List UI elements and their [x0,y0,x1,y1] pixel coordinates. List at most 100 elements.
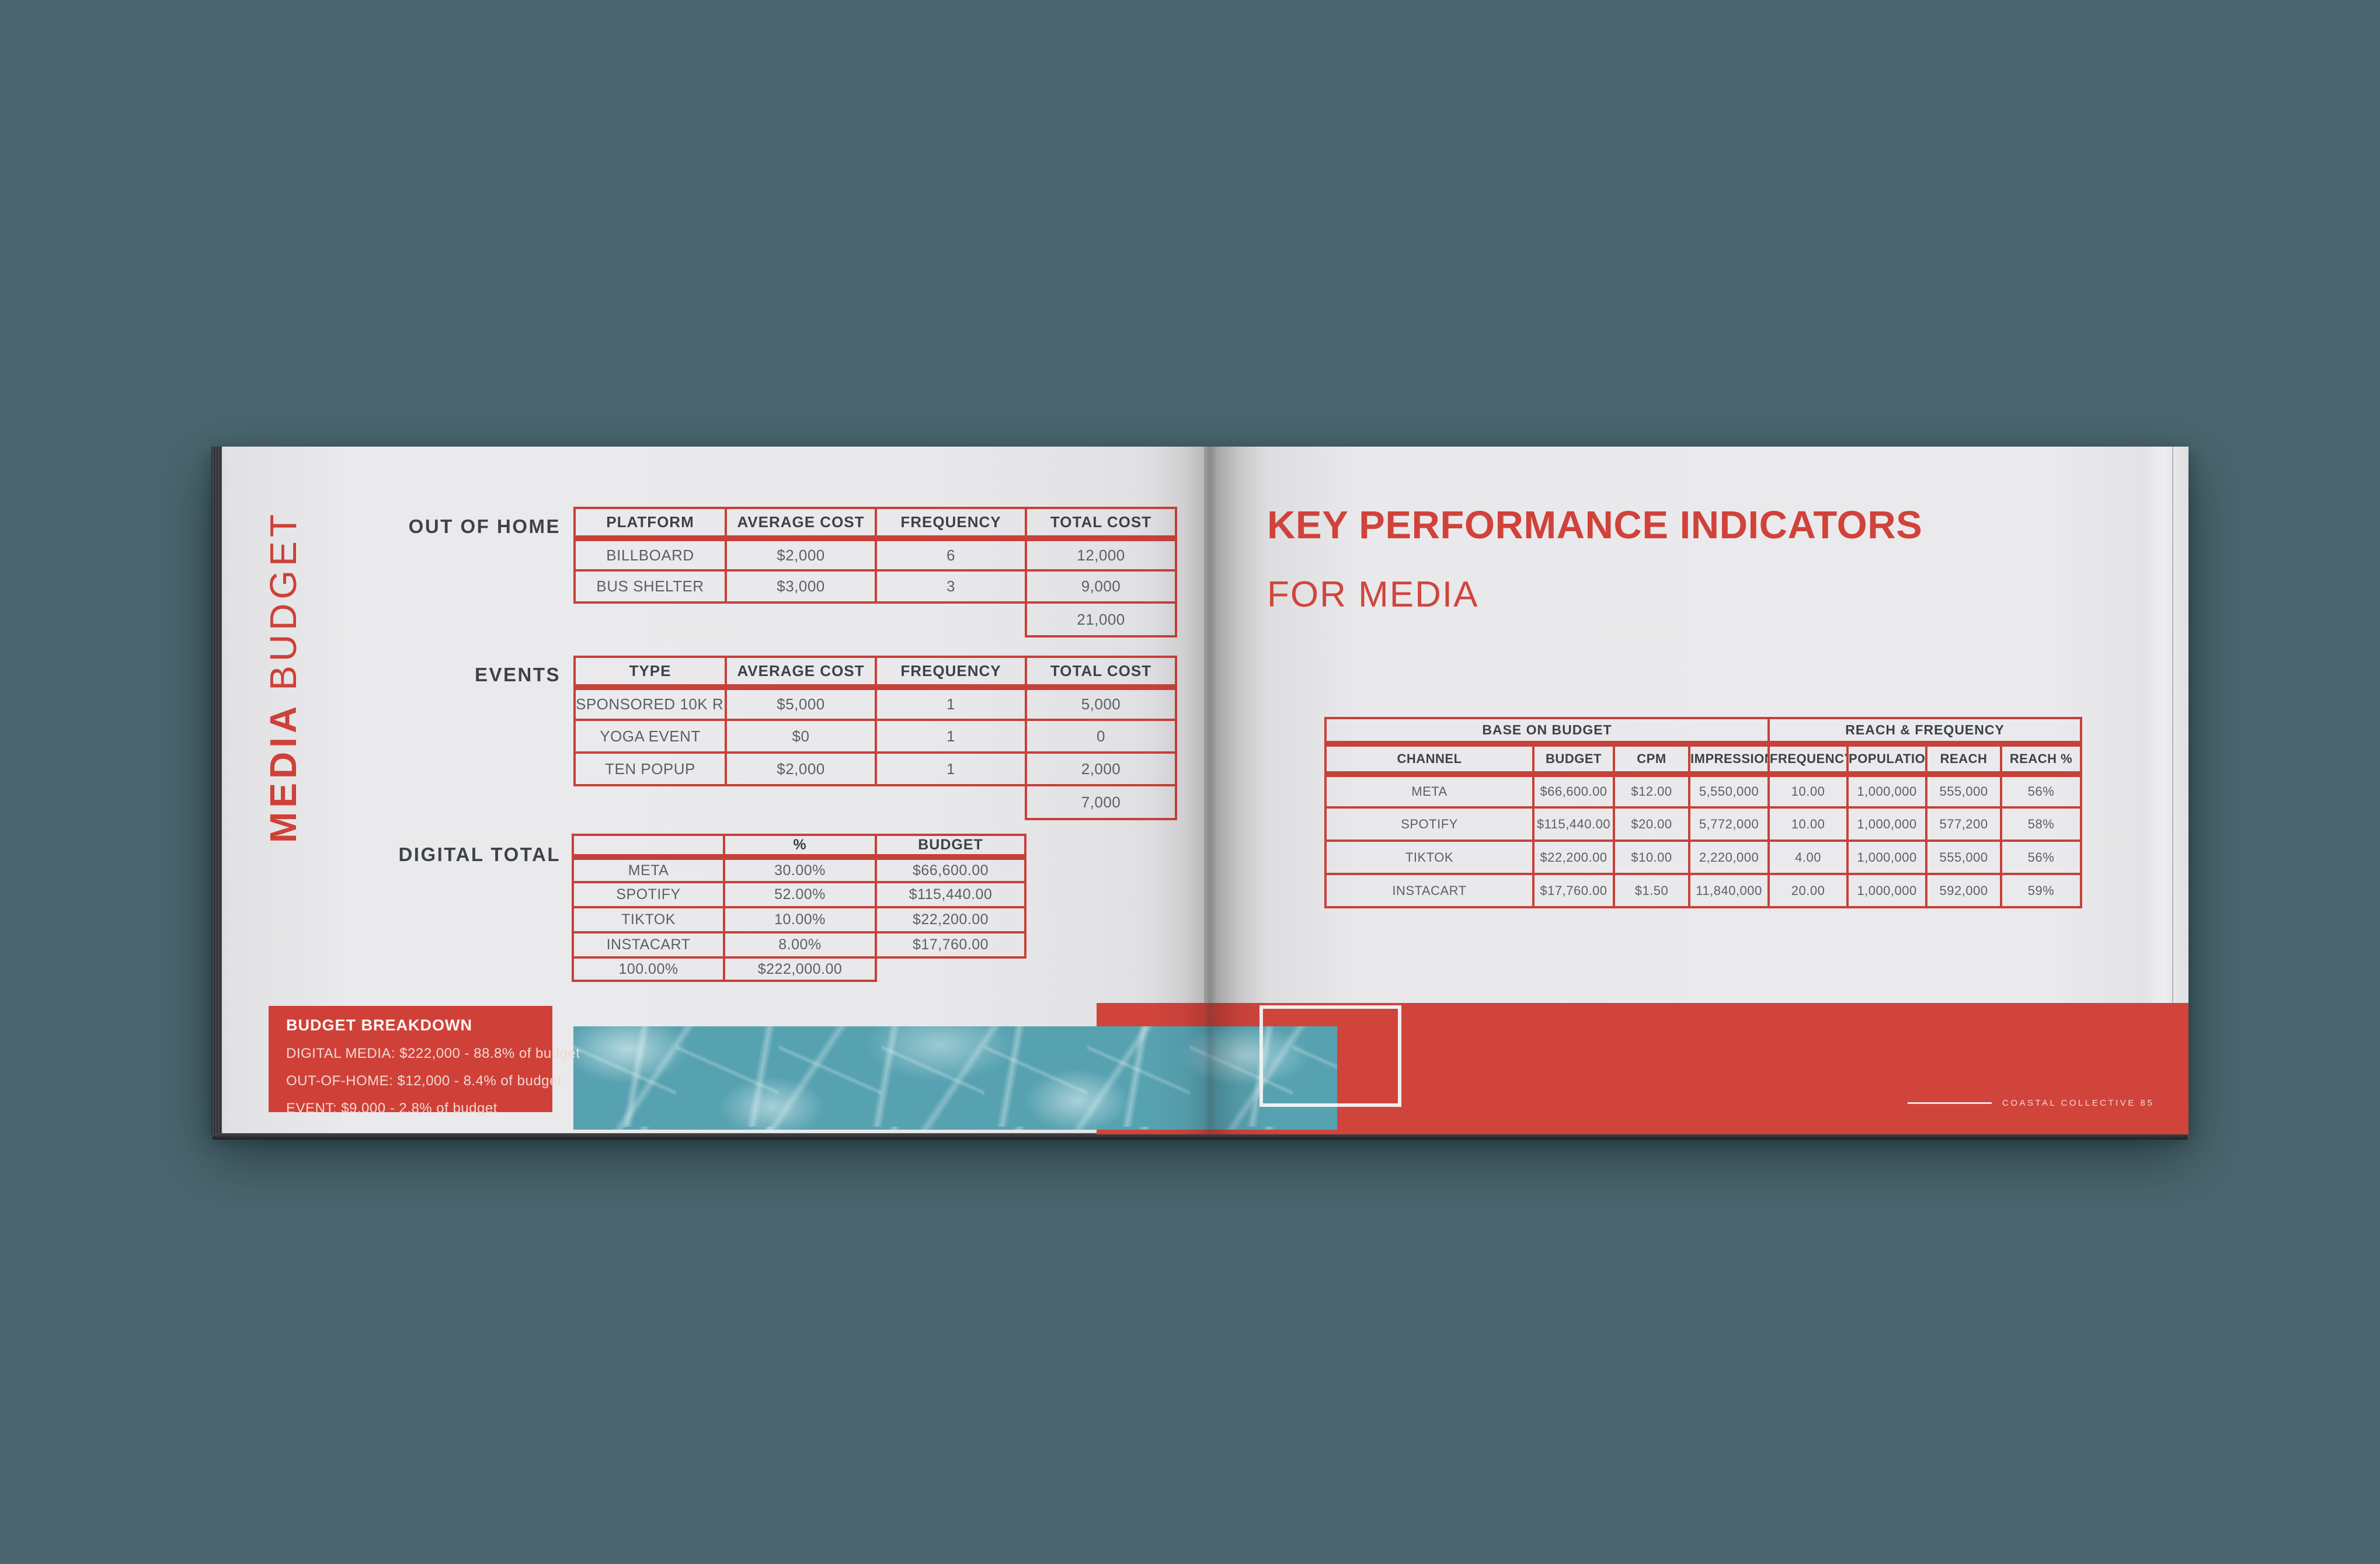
table-cell: 58% [2000,806,2083,842]
table-cell: 1 [875,719,1027,754]
vertical-title-budget: BUDGET [262,510,304,691]
total-cost-cell: 7,000 [1025,784,1177,820]
table-cell: TIKTOK [1324,840,1535,875]
table-cell: $3,000 [725,569,877,604]
section-label-out-of-home: OUT OF HOME [408,515,561,537]
table-header-cell [572,834,725,860]
pool-water-photo [573,1026,1337,1130]
table-header-cell: CHANNEL [1324,743,1535,777]
table-cell: 1,000,000 [1846,806,1928,842]
table-row: TEN POPUP $2,000 1 2,000 [573,751,1177,786]
table-row: SPOTIFY 52.00% $115,440.00 [572,881,1027,908]
empty-cell [575,602,1026,636]
table-cell: $12.00 [1613,773,1690,809]
table-cell: INSTACART [1324,873,1535,908]
table-cell: 2,000 [1025,751,1177,786]
digital-total-table: % BUDGET META 30.00% $66,600.00 SPOTIFY … [572,834,1027,982]
budget-breakdown-line: EVENT: $9,000 - 2.8% of budget [286,1100,497,1116]
table-header-cell: REACH % [2000,743,2083,777]
table-cell: 5,550,000 [1687,773,1770,809]
table-row: META 30.00% $66,600.00 [572,856,1027,883]
table-cell: INSTACART [572,931,725,959]
table-cell: 12,000 [1025,537,1177,572]
table-row: SPOTIFY $115,440.00 $20.00 5,772,000 10.… [1324,806,2083,842]
table-cell: SPOTIFY [572,881,725,908]
table-cell: 4.00 [1767,840,1849,875]
table-cell: 52.00% [723,881,877,908]
group-header-base-on-budget: BASE ON BUDGET [1324,717,1770,747]
table-cell: YOGA EVENT [573,719,727,754]
table-cell: 2,220,000 [1687,840,1770,875]
page-footer: COASTAL COLLECTIVE 85 [1908,1098,2154,1108]
table-cell: $1.50 [1613,873,1690,908]
table-cell: BUS SHELTER [573,569,727,604]
table-cell: BILLBOARD [573,537,727,572]
table-cell: 0 [1025,719,1177,754]
table-cell: 1,000,000 [1846,873,1928,908]
table-header-cell: FREQUENCY [875,656,1027,690]
group-header-reach-frequency: REACH & FREQUENCY [1767,717,2083,747]
table-cell: 3 [875,569,1027,604]
table-cell: 20.00 [1767,873,1849,908]
table-cell: 6 [875,537,1027,572]
budget-breakdown-title: BUDGET BREAKDOWN [286,1016,472,1034]
table-header-cell: FREQUENCY [1767,743,1849,777]
empty-cell [575,785,1026,819]
budget-breakdown-line: DIGITAL MEDIA: $222,000 - 88.8% of budge… [286,1046,580,1061]
table-row: TIKTOK 10.00% $22,200.00 [572,906,1027,933]
table-cell: SPOTIFY [1324,806,1535,842]
table-cell: $66,600.00 [1532,773,1615,809]
table-header-cell: AVERAGE COST [725,656,877,690]
table-cell: $115,440.00 [1532,806,1615,842]
table-cell: 56% [2000,840,2083,875]
table-row: BUS SHELTER $3,000 3 9,000 [573,569,1177,604]
table-cell: 5,772,000 [1687,806,1770,842]
table-cell: 1 [875,686,1027,721]
table-cell: META [1324,773,1535,809]
white-square-frame [1259,1005,1401,1107]
table-cell: $22,200.00 [1532,840,1615,875]
footer-page-label: COASTAL COLLECTIVE 85 [2002,1098,2155,1108]
table-row: META $66,600.00 $12.00 5,550,000 10.00 1… [1324,773,2083,809]
table-cell: $2,000 [725,537,877,572]
budget-breakdown-box: BUDGET BREAKDOWN DIGITAL MEDIA: $222,000… [269,1006,580,1116]
table-cell: $5,000 [725,686,877,721]
table-cell: TEN POPUP [573,751,727,786]
table-cell: 56% [2000,773,2083,809]
budget-breakdown-line: OUT-OF-HOME: $12,000 - 8.4% of budget [286,1073,562,1089]
table-cell: 8.00% [723,931,877,959]
page-title: KEY PERFORMANCE INDICATORS [1267,503,1923,547]
table-header-cell: POPULATION [1846,743,1928,777]
table-header-cell: CPM [1613,743,1690,777]
table-cell: 30.00% [723,856,877,883]
table-cell: 1 [875,751,1027,786]
table-cell: $22,200.00 [875,906,1027,933]
table-cell: SPONSORED 10K RUN [573,686,727,721]
vertical-title-media: MEDIA [262,702,304,843]
table-header-cell: TYPE [573,656,727,690]
book-bottom-edge [213,1133,2187,1140]
table-header-cell: REACH [1925,743,2003,777]
total-cost-cell: 21,000 [1025,601,1177,638]
page-subtitle: FOR MEDIA [1267,574,1479,615]
table-row: TIKTOK $22,200.00 $10.00 2,220,000 4.00 … [1324,840,2083,875]
open-brochure-spread: MEDIA BUDGET OUT OF HOME EVENTS DIGITAL T… [211,447,2188,1140]
table-cell: $17,760.00 [1532,873,1615,908]
section-label-digital-total: DIGITAL TOTAL [398,844,561,865]
table-cell: $0 [725,719,877,754]
table-header-cell: % [723,834,877,860]
table-cell: 11,840,000 [1687,873,1770,908]
table-cell: 1,000,000 [1846,840,1928,875]
table-row: INSTACART 8.00% $17,760.00 [572,931,1027,959]
table-header-cell: IMPRESSION [1687,743,1770,777]
table-cell: 555,000 [1925,773,2003,809]
table-row: YOGA EVENT $0 1 0 [573,719,1177,754]
table-header-cell: AVERAGE COST [725,507,877,541]
table-cell: 59% [2000,873,2083,908]
table-cell: 10.00 [1767,806,1849,842]
table-cell: 592,000 [1925,873,2003,908]
total-budget-cell: $222,000.00 [723,956,877,982]
table-cell: 577,200 [1925,806,2003,842]
events-table: TYPE AVERAGE COST FREQUENCY TOTAL COST S… [573,656,1177,820]
table-header-cell: BUDGET [875,834,1027,860]
